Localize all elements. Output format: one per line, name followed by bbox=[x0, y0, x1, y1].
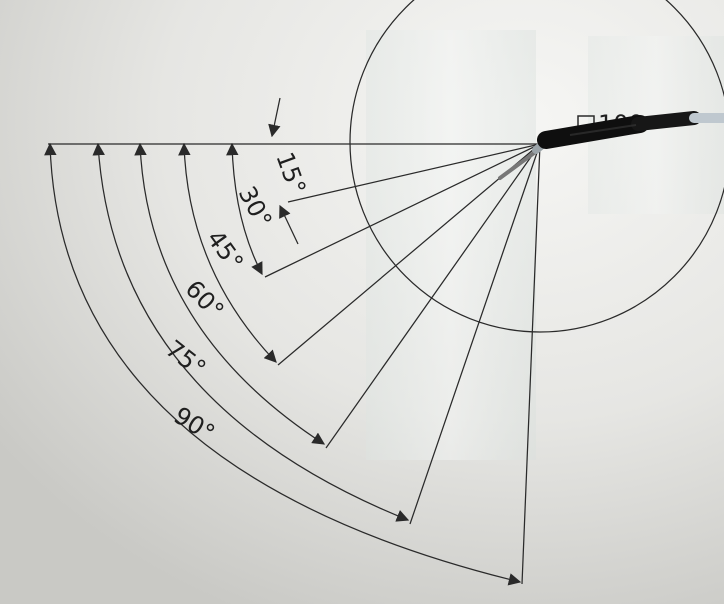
probe-tip bbox=[498, 148, 540, 180]
probe-highlight bbox=[569, 124, 637, 136]
arc-15-top-arrow bbox=[268, 97, 281, 138]
arc-90 bbox=[44, 142, 522, 586]
probe-cable-sleeve bbox=[631, 111, 701, 131]
reference-circle bbox=[349, 0, 724, 333]
tape-strip-left bbox=[366, 30, 536, 460]
ray-90 bbox=[521, 143, 541, 585]
